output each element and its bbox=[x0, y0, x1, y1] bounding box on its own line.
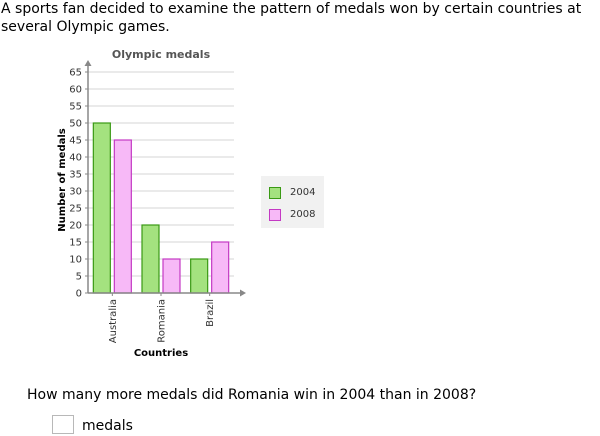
grid-lines bbox=[88, 71, 234, 277]
legend-swatch-2004 bbox=[269, 187, 281, 199]
y-tick-label: 5 bbox=[76, 272, 82, 283]
y-tick-label: 35 bbox=[69, 170, 82, 181]
y-tick-label: 10 bbox=[69, 255, 82, 266]
y-tick-label: 55 bbox=[69, 102, 82, 113]
bar-brazil-2004 bbox=[190, 258, 209, 294]
bar-australia-2004 bbox=[92, 122, 111, 294]
y-tick-label: 15 bbox=[69, 238, 82, 249]
medals-bar-chart: Olympic medals 0 5 10 15 20 25 30 35 40 45 50 55 60 6… bbox=[57, 48, 246, 359]
y-tick-label: 60 bbox=[69, 85, 82, 96]
legend-swatch-2008 bbox=[269, 209, 281, 221]
legend-label-2004: 2004 bbox=[290, 187, 316, 198]
x-tick-label-australia: Australia bbox=[108, 299, 119, 343]
answer-unit-label: medals bbox=[82, 418, 133, 434]
y-tick-label: 0 bbox=[76, 289, 82, 300]
problem-intro: A sports fan decided to examine the patt… bbox=[1, 1, 582, 35]
answer-input[interactable] bbox=[52, 415, 74, 434]
bar-australia-2008 bbox=[113, 139, 132, 294]
bars bbox=[92, 122, 230, 294]
x-axis-title: Countries bbox=[134, 348, 188, 359]
y-axis-ticks: 0 5 10 15 20 25 30 35 40 45 50 55 60 65 bbox=[69, 68, 88, 300]
legend-label-2008: 2008 bbox=[290, 209, 316, 220]
y-tick-label: 45 bbox=[69, 136, 82, 147]
x-axis-arrow-icon bbox=[240, 289, 246, 297]
y-tick-label: 65 bbox=[69, 68, 82, 79]
x-tick-label-brazil: Brazil bbox=[205, 299, 216, 327]
y-tick-label: 50 bbox=[69, 119, 82, 130]
axes bbox=[84, 60, 246, 297]
y-tick-label: 30 bbox=[69, 187, 82, 198]
y-axis-title: Number of medals bbox=[57, 128, 68, 232]
y-tick-label: 25 bbox=[69, 204, 82, 215]
y-axis-arrow-icon bbox=[84, 60, 92, 66]
y-tick-label: 20 bbox=[69, 221, 82, 232]
bar-brazil-2008 bbox=[211, 241, 230, 294]
bar-romania-2004 bbox=[141, 224, 160, 294]
bar-romania-2008 bbox=[162, 258, 181, 294]
question-text: How many more medals did Romania win in … bbox=[27, 387, 477, 403]
chart-legend: 2004 2008 bbox=[261, 176, 324, 228]
y-tick-label: 40 bbox=[69, 153, 82, 164]
x-axis-tick-labels: Australia Romania Brazil bbox=[108, 293, 216, 343]
x-tick-label-romania: Romania bbox=[157, 299, 168, 343]
chart-title: Olympic medals bbox=[112, 48, 211, 61]
